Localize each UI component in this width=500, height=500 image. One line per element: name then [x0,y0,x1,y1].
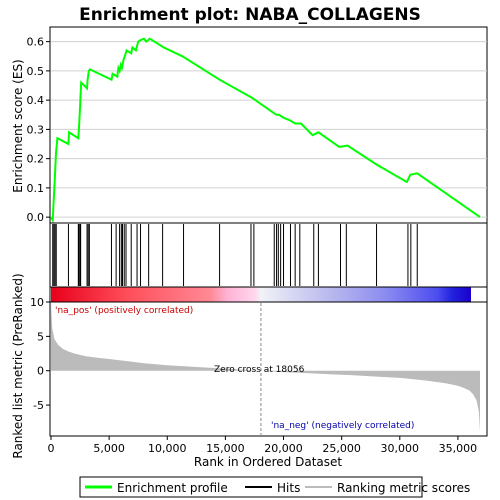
x-axis-label: Rank in Ordered Dataset [194,455,342,469]
legend-metric-label: Ranking metric scores [337,481,470,495]
es-y-tick-label: 0.6 [27,36,45,49]
legend-hits-label: Hits [277,481,300,495]
x-tick-label: 30,000 [381,442,420,455]
hits-marks [52,224,418,286]
x-tick-label: 15,000 [206,442,245,455]
zero-cross-annotation: Zero cross at 18056 [214,365,305,375]
es-y-tick-label: 0.2 [27,153,45,166]
x-tick-label: 10,000 [148,442,187,455]
x-tick-label: 25,000 [322,442,361,455]
es-y-tick-label: 0.0 [27,211,45,224]
es-y-axis-ticks: 0.0 0.1 0.2 0.3 0.4 0.5 0.6 [27,36,50,224]
neg-annotation: 'na_neg' (negatively correlated) [271,421,414,431]
hits-panel-frame [49,222,488,288]
rank-color-bar [51,287,471,302]
metric-y-axis-ticks: 10 5 0 -5 [30,296,50,412]
x-tick-label: 0 [48,442,55,455]
metric-y-tick-label: -5 [33,399,44,412]
metric-y-tick-label: 0 [37,365,44,378]
metric-y-axis-label: Ranked list metric (PreRanked) [11,273,25,458]
metric-y-tick-label: 10 [30,296,44,309]
legend-enrichment-label: Enrichment profile [117,481,228,495]
es-y-tick-label: 0.4 [27,94,45,107]
pos-annotation: 'na_pos' (positively correlated) [55,306,193,316]
es-y-tick-label: 0.3 [27,123,45,136]
metric-x-axis-ticks: 0 5,000 10,000 15,000 20,000 25,000 30,000 35,0… [48,436,478,455]
enrichment-profile-line [50,37,481,224]
es-y-axis-label: Enrichment score (ES) [11,59,25,192]
chart-title: Enrichment plot: NABA_COLLAGENS [79,5,421,25]
x-tick-label: 20,000 [264,442,303,455]
x-tick-label: 5,000 [93,442,125,455]
es-panel-frame [49,26,488,224]
es-gridlines [51,41,487,218]
es-y-tick-label: 0.5 [27,65,45,78]
metric-y-tick-label: 5 [37,330,44,343]
es-y-tick-label: 0.1 [27,182,45,195]
ranking-metric-area [51,302,480,432]
x-tick-label: 35,000 [439,442,478,455]
